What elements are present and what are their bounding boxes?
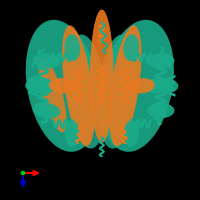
Ellipse shape: [97, 35, 138, 149]
Ellipse shape: [151, 78, 178, 93]
Ellipse shape: [143, 78, 171, 93]
Ellipse shape: [127, 78, 155, 93]
Ellipse shape: [147, 103, 174, 118]
Ellipse shape: [64, 34, 80, 61]
Ellipse shape: [25, 78, 53, 93]
Ellipse shape: [49, 78, 76, 93]
Ellipse shape: [62, 25, 94, 146]
Ellipse shape: [66, 35, 106, 149]
Ellipse shape: [33, 103, 60, 118]
Ellipse shape: [123, 120, 139, 147]
Ellipse shape: [109, 25, 142, 146]
Ellipse shape: [123, 34, 139, 61]
Ellipse shape: [90, 10, 114, 143]
Ellipse shape: [100, 20, 174, 152]
Ellipse shape: [147, 53, 174, 69]
Ellipse shape: [29, 78, 57, 93]
Ellipse shape: [33, 53, 60, 69]
Ellipse shape: [39, 58, 67, 132]
Ellipse shape: [64, 120, 80, 147]
Ellipse shape: [26, 20, 99, 152]
